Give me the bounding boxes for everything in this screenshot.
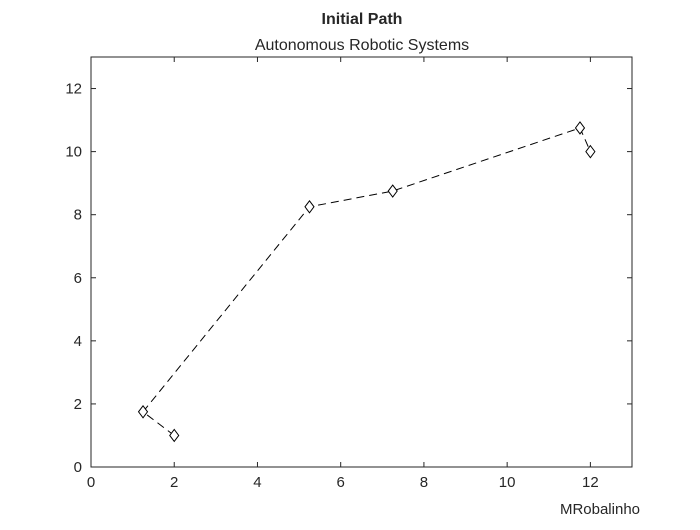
data-point-diamond [304,199,315,214]
series-layer [137,121,596,443]
plot-area [90,56,633,468]
data-point-diamond [387,184,398,198]
x-tick-label: 10 [499,474,516,491]
y-tick-label: 0 [74,459,82,476]
x-tick-label: 6 [337,474,345,491]
data-point-diamond [137,404,149,419]
x-tick-label: 2 [170,474,178,491]
data-point-diamond [169,428,180,443]
data-point-diamond [574,121,586,135]
y-tick-label: 4 [74,333,82,350]
x-tick-label: 0 [87,474,95,491]
x-tick-label: 8 [420,474,428,491]
axis-ticks: 0 2 4 6 8 10 12 0 2 4 6 8 10 12 [65,57,632,491]
chart-title: Initial Path [322,11,403,28]
y-tick-label: 6 [74,270,82,287]
y-tick-label: 10 [65,144,82,161]
data-point-diamond [585,144,596,159]
x-axis-label: MRobalinho [560,501,640,518]
x-tick-label: 12 [582,474,599,491]
y-tick-label: 12 [65,81,82,98]
chart-subtitle: Autonomous Robotic Systems [255,37,469,54]
y-tick-label: 2 [74,396,82,413]
x-tick-label: 4 [253,474,261,491]
y-tick-label: 8 [74,207,82,224]
